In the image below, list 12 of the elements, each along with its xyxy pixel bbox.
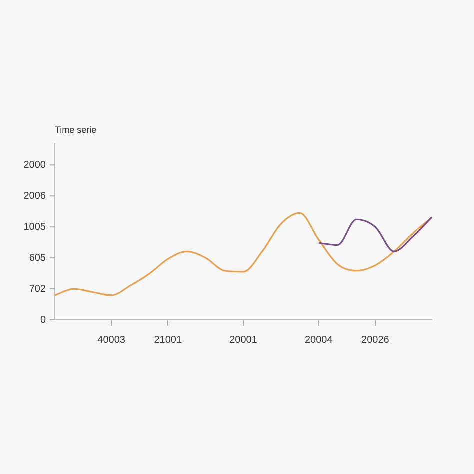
x-tick-label: 21001 — [154, 334, 182, 346]
text: 702 — [29, 284, 46, 295]
x-tick-label: 20004 — [304, 334, 334, 346]
text: 2006 — [24, 190, 46, 202]
x-tick-label: 20026 — [362, 334, 390, 346]
text: 605 — [29, 252, 46, 264]
chart-title: Time serie — [55, 124, 97, 135]
text: 2000 — [24, 160, 46, 171]
x-tick-label: 20001 — [230, 334, 258, 346]
text: 1005 — [24, 222, 46, 233]
x-tick-label: 40003 — [98, 334, 126, 346]
text: 0 — [40, 314, 46, 326]
